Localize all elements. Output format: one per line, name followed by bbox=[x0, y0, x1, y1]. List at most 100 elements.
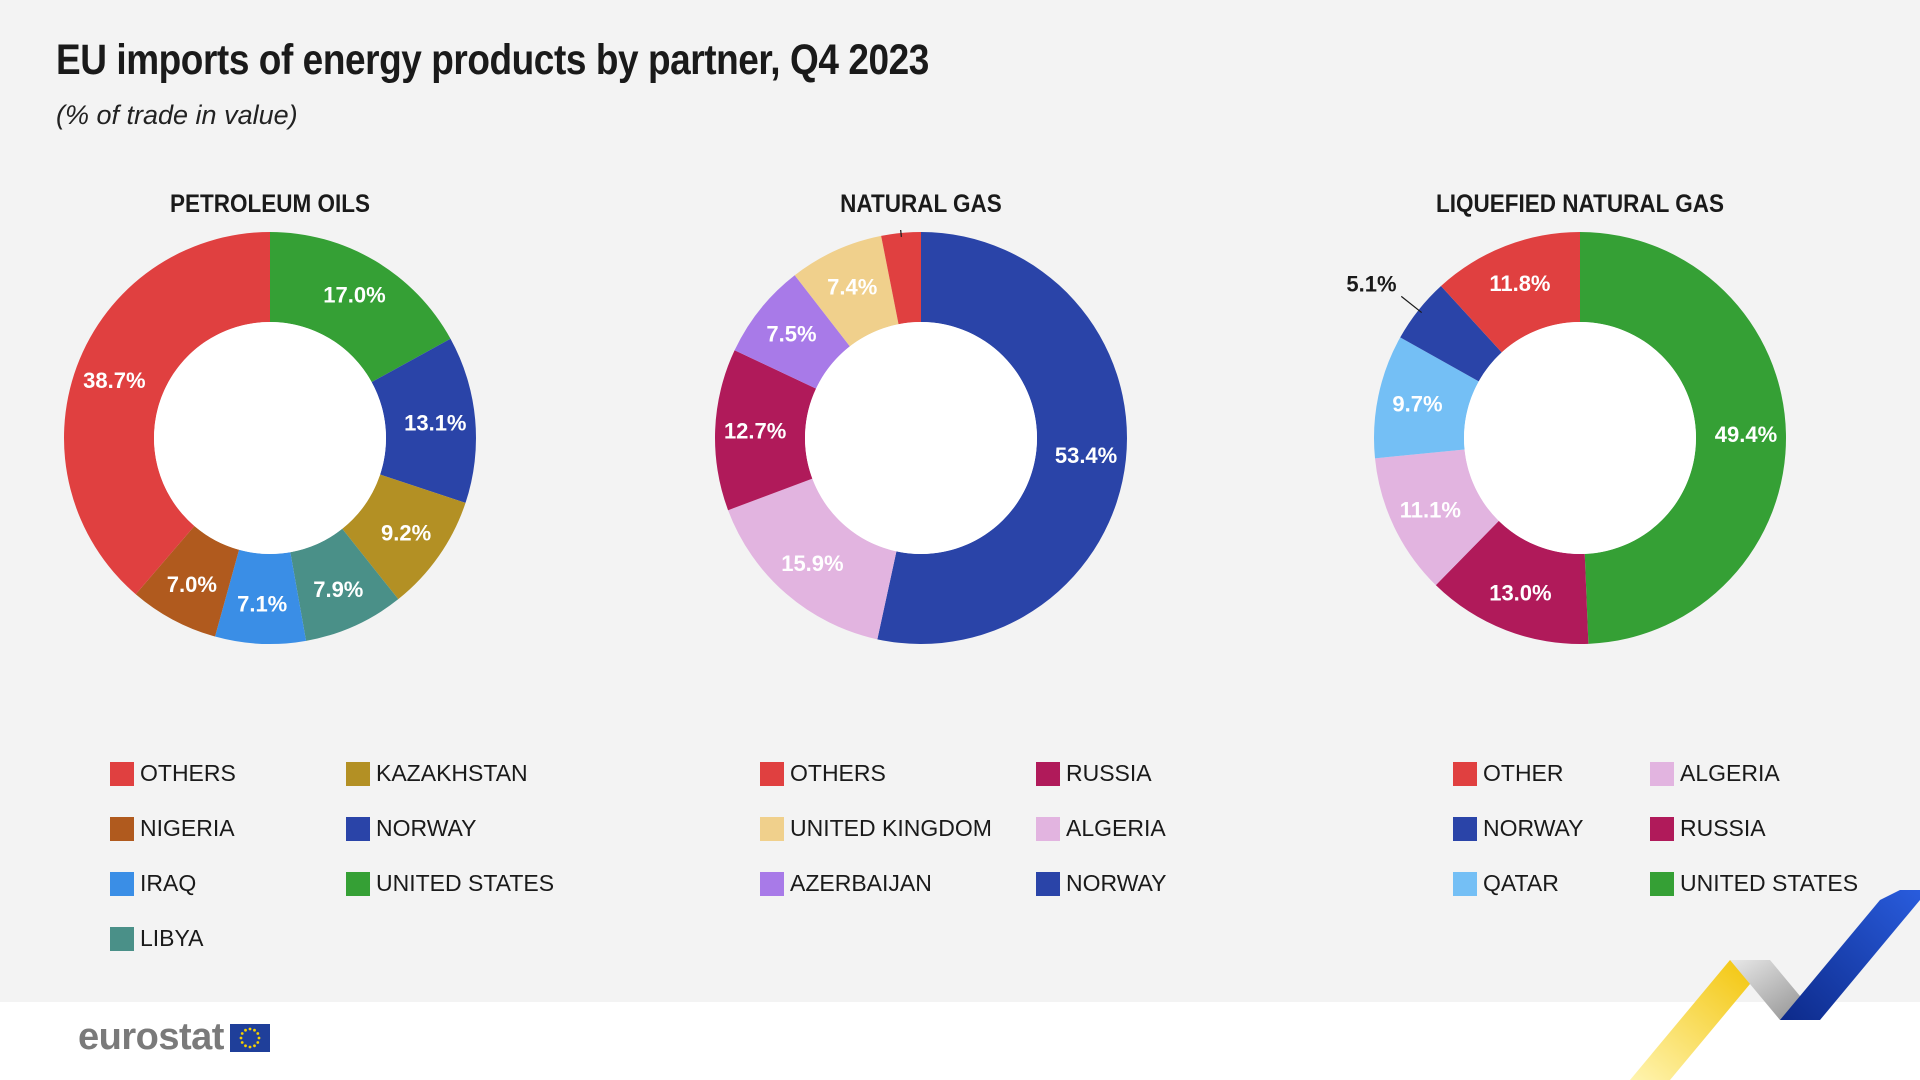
data-label-russia: 13.0% bbox=[1489, 580, 1551, 605]
legend-swatch bbox=[1650, 761, 1674, 786]
slice-azerbaijan bbox=[734, 275, 850, 389]
legend-label: LIBYA bbox=[140, 925, 204, 951]
legend-item-azerbaijan: AZERBAIJAN bbox=[760, 870, 932, 897]
data-label-others: 38.7% bbox=[83, 368, 145, 393]
slice-others bbox=[881, 232, 921, 325]
slice-libya bbox=[290, 528, 399, 641]
leader-line-norway bbox=[1400, 295, 1423, 314]
donut-chart-natural-gas: 53.4%15.9%12.7%7.5%7.4%3.1% bbox=[715, 230, 1128, 644]
legend-swatch bbox=[760, 871, 784, 896]
leader-line-others bbox=[900, 230, 902, 238]
legend-label: NORWAY bbox=[1483, 815, 1584, 841]
legend-label: OTHER bbox=[1483, 760, 1564, 786]
legend-label: UNITED KINGDOM bbox=[790, 815, 992, 841]
data-label-other: 11.8% bbox=[1489, 271, 1550, 296]
legend-item-algeria: ALGERIA bbox=[1650, 760, 1780, 787]
slice-other bbox=[1440, 232, 1580, 353]
legend-item-russia: RUSSIA bbox=[1650, 815, 1766, 842]
chart-title: LIQUEFIED NATURAL GAS bbox=[1436, 190, 1724, 218]
legend-swatch bbox=[346, 871, 370, 896]
data-label-azerbaijan: 7.5% bbox=[766, 322, 816, 347]
legend-item-libya: LIBYA bbox=[110, 925, 204, 952]
legend-swatch bbox=[1453, 871, 1477, 896]
donut-hole bbox=[805, 322, 1037, 554]
legend-swatch bbox=[760, 816, 784, 841]
slice-kazakhstan bbox=[342, 474, 466, 600]
legend-item-iraq: IRAQ bbox=[110, 870, 196, 897]
legend-swatch bbox=[346, 761, 370, 786]
ribbon-yellow bbox=[1630, 960, 1770, 1080]
legend-label: RUSSIA bbox=[1066, 760, 1152, 786]
legend-swatch bbox=[1650, 816, 1674, 841]
data-label-nigeria: 7.0% bbox=[167, 572, 217, 597]
legend-label: NIGERIA bbox=[140, 815, 235, 841]
legend-item-other: OTHER bbox=[1453, 760, 1564, 787]
legend-item-united-states: UNITED STATES bbox=[346, 870, 554, 897]
legend-label: IRAQ bbox=[140, 870, 197, 896]
legend-label: AZERBAIJAN bbox=[790, 870, 932, 896]
data-label-united-states: 49.4% bbox=[1715, 422, 1777, 447]
slice-united-states bbox=[270, 232, 451, 383]
legend-item-united-states: UNITED STATES bbox=[1650, 870, 1858, 897]
chart-liquefied-natural-gas: LIQUEFIED NATURAL GAS 49.4% 13.0% 11.1% 9.7… bbox=[1260, 190, 1900, 760]
data-label-norway: 5.1% bbox=[1346, 271, 1396, 296]
legend-item-qatar: QATAR bbox=[1453, 870, 1559, 897]
eurostat-logo: eurostat bbox=[78, 1016, 270, 1059]
data-label-algeria: 11.1% bbox=[1400, 497, 1461, 522]
legend-swatch bbox=[1036, 871, 1060, 896]
donut-hole bbox=[154, 322, 386, 554]
chart-natural-gas: NATURAL GAS 53.4%15.9%12.7%7.5%7.4%3.1% bbox=[601, 190, 1241, 760]
donut-hole bbox=[1464, 322, 1696, 554]
decorative-ribbon bbox=[1630, 890, 1920, 1080]
page-subtitle: (% of trade in value) bbox=[56, 100, 298, 130]
legend-item-norway: NORWAY bbox=[1453, 815, 1584, 842]
slice-qatar bbox=[1374, 337, 1479, 459]
data-label-iraq: 7.1% bbox=[237, 591, 287, 616]
legend-item-norway: NORWAY bbox=[346, 815, 477, 842]
donut-chart-petroleum-oils: 17.0% 13.1% 9.2% 7.9% 7.1% 7.0% 38.7% bbox=[63, 232, 476, 644]
legend-label: ALGERIA bbox=[1680, 760, 1780, 786]
legend-label: OTHERS bbox=[140, 760, 236, 786]
slice-nigeria bbox=[135, 525, 240, 637]
legend-item-others: OTHERS bbox=[110, 760, 236, 787]
data-label-russia: 12.7% bbox=[724, 419, 786, 444]
legend-label: ALGERIA bbox=[1066, 815, 1166, 841]
legend-swatch bbox=[1650, 871, 1674, 896]
legend-label: UNITED STATES bbox=[1680, 870, 1859, 896]
data-label-norway: 13.1% bbox=[404, 410, 466, 435]
legend-swatch bbox=[110, 761, 134, 786]
legend-item-others: OTHERS bbox=[760, 760, 886, 787]
legend-swatch bbox=[110, 816, 134, 841]
donut-chart-liquefied-natural-gas: 49.4% 13.0% 11.1% 9.7% 5.1% 11.8% bbox=[1346, 232, 1786, 644]
chart-petroleum-oils: PETROLEUM OILS 17.0% 13.1% 9.2% 7.9% 7.1% 7.0… bbox=[0, 190, 590, 760]
eu-flag-icon bbox=[229, 1023, 270, 1052]
slice-norway bbox=[877, 232, 1128, 644]
slice-algeria bbox=[728, 478, 897, 640]
legend-label: NORWAY bbox=[376, 815, 477, 841]
ribbon-blue bbox=[1780, 890, 1920, 1020]
legend-swatch bbox=[1036, 816, 1060, 841]
data-label-kazakhstan: 9.2% bbox=[381, 521, 431, 546]
slice-united-kingdom bbox=[794, 235, 899, 347]
legend-swatch bbox=[1453, 761, 1477, 786]
slice-others bbox=[63, 232, 270, 595]
slice-russia bbox=[1435, 520, 1589, 644]
legend-label: KAZAKHSTAN bbox=[376, 760, 528, 786]
legend-item-united-kingdom: UNITED KINGDOM bbox=[760, 815, 992, 842]
data-label-libya: 7.9% bbox=[313, 577, 363, 602]
data-label-united-states: 17.0% bbox=[323, 283, 385, 308]
legend-label: UNITED STATES bbox=[376, 870, 555, 896]
legend-item-nigeria: NIGERIA bbox=[110, 815, 235, 842]
legend-label: OTHERS bbox=[790, 760, 886, 786]
legend-label: QATAR bbox=[1483, 870, 1559, 896]
data-label-norway: 53.4% bbox=[1055, 443, 1117, 468]
logo-text: eurostat bbox=[78, 1016, 224, 1058]
legend-label: NORWAY bbox=[1066, 870, 1167, 896]
legend-swatch bbox=[346, 816, 370, 841]
legend-item-algeria: ALGERIA bbox=[1036, 815, 1166, 842]
slice-iraq bbox=[215, 549, 307, 644]
legend-swatch bbox=[1453, 816, 1477, 841]
legend-swatch bbox=[110, 926, 134, 951]
data-label-qatar: 9.7% bbox=[1392, 392, 1442, 417]
legend-item-kazakhstan: KAZAKHSTAN bbox=[346, 760, 528, 787]
